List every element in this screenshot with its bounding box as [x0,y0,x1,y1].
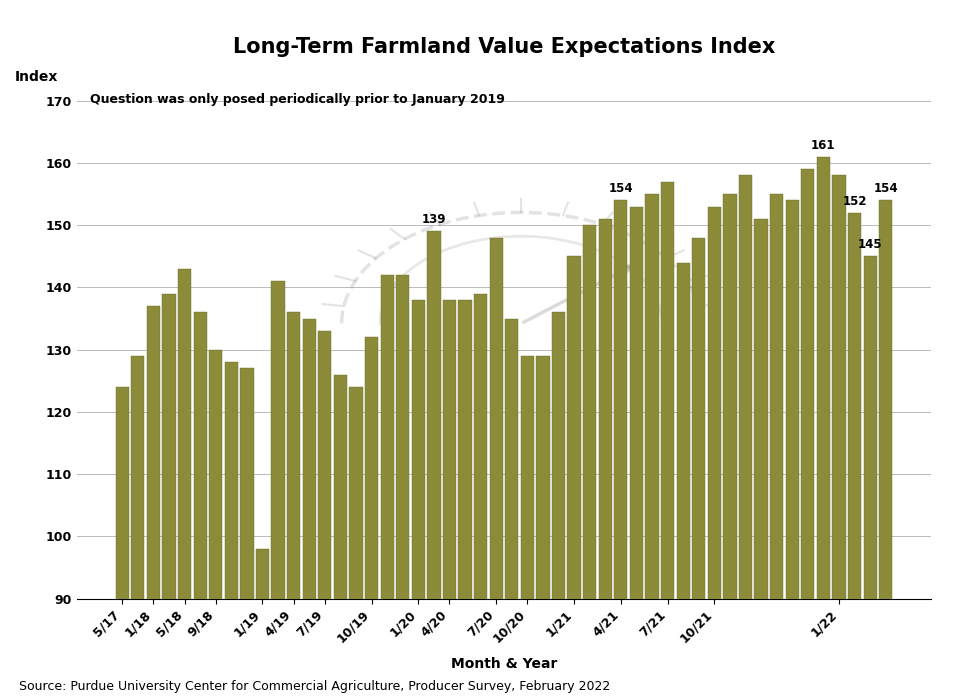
Bar [661,182,674,696]
Text: Index: Index [14,70,58,84]
Bar [770,194,783,696]
Bar [505,319,518,696]
Bar [178,269,191,696]
Bar [256,548,269,696]
Text: 145: 145 [858,238,882,251]
Bar [708,207,721,696]
Bar [490,237,503,696]
X-axis label: Month & Year: Month & Year [451,656,557,671]
Bar [302,319,316,696]
Bar [537,356,549,696]
Text: Source: Purdue University Center for Commercial Agriculture, Producer Survey, Fe: Source: Purdue University Center for Com… [19,679,611,693]
Bar [209,349,223,696]
Text: 154: 154 [609,182,634,196]
Bar [630,207,643,696]
Text: 152: 152 [842,195,867,207]
Bar [645,194,659,696]
Bar [412,300,425,696]
Bar [365,337,378,696]
Bar [115,387,129,696]
Bar [583,226,596,696]
Bar [599,219,612,696]
Bar [692,237,706,696]
Bar [240,368,253,696]
Bar [349,387,363,696]
Bar [723,194,736,696]
Text: 161: 161 [811,139,835,152]
Bar [132,356,144,696]
Bar [817,157,830,696]
Bar [848,213,861,696]
Bar [380,275,394,696]
Bar [739,175,752,696]
Bar [879,200,893,696]
Bar [396,275,409,696]
Bar [677,262,690,696]
Bar [520,356,534,696]
Bar [832,175,846,696]
Bar [552,313,565,696]
Bar [272,281,285,696]
Bar [443,300,456,696]
Bar [614,200,628,696]
Bar [427,231,441,696]
Bar [474,294,488,696]
Title: Long-Term Farmland Value Expectations Index: Long-Term Farmland Value Expectations In… [233,37,775,57]
Bar [225,362,238,696]
Bar [567,256,581,696]
Bar [318,331,331,696]
Bar [459,300,471,696]
Bar [147,306,160,696]
Bar [785,200,799,696]
Text: 154: 154 [874,182,898,196]
Bar [334,374,347,696]
Bar [864,256,876,696]
Bar [194,313,206,696]
Bar [802,169,814,696]
Bar [287,313,300,696]
Text: Question was only posed periodically prior to January 2019: Question was only posed periodically pri… [89,93,505,106]
Text: 139: 139 [421,214,446,226]
Bar [755,219,768,696]
Bar [162,294,176,696]
